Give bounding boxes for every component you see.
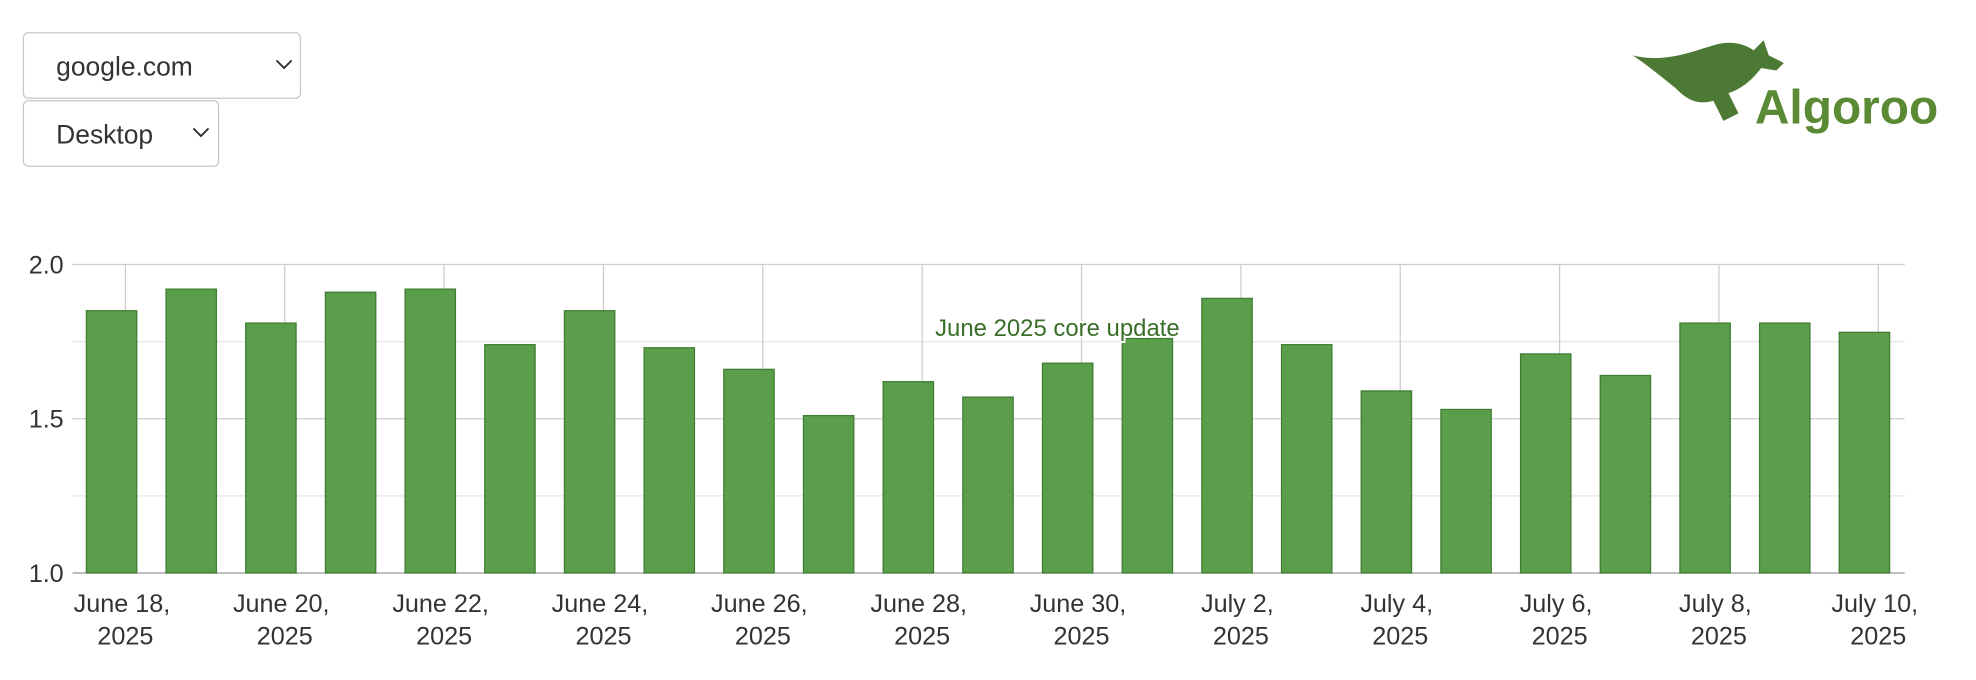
bar (1280, 344, 1333, 574)
bar (962, 396, 1014, 574)
kangaroo-icon (1632, 40, 1784, 121)
x-tick-label: July 2, 2025 (1201, 590, 1281, 651)
select-box[interactable] (22, 100, 220, 167)
bar (484, 344, 536, 574)
bar (882, 381, 935, 574)
bar (563, 310, 616, 574)
x-tick-label: July 6, 2025 (1520, 590, 1600, 651)
bar (1679, 322, 1731, 574)
bar (165, 288, 218, 574)
logo: Algoroo (1632, 40, 1938, 134)
y-tick-label: 1.0 (29, 560, 64, 588)
bar (643, 347, 696, 574)
bar (1121, 337, 1174, 574)
select-value[interactable]: Desktop (56, 120, 153, 150)
chevron (275, 59, 293, 70)
bar (245, 322, 297, 574)
bar (1360, 390, 1413, 574)
select-value[interactable]: google.com (56, 52, 193, 82)
x-tick-label: June 26, 2025 (711, 590, 815, 651)
bar (324, 291, 377, 574)
x-tick-label: June 28, 2025 (870, 590, 974, 651)
y-tick-label: 1.5 (29, 406, 64, 434)
bar (1838, 331, 1891, 574)
bar (802, 414, 855, 574)
annotation: June 2025 core update (935, 315, 1180, 342)
bar (404, 288, 457, 574)
bar (1201, 297, 1253, 574)
x-tick-label: July 10, 2025 (1831, 590, 1925, 651)
x-tick-label: June 22, 2025 (392, 590, 496, 651)
x-tick-label: June 20, 2025 (233, 590, 337, 651)
device-select[interactable]: Desktop (22, 100, 220, 167)
bar (1041, 362, 1094, 574)
bar (1599, 374, 1652, 574)
x-tick-label: July 4, 2025 (1360, 590, 1440, 651)
x-tick-label: June 18, 2025 (74, 590, 178, 651)
chart: 1.0 1.5 2.0 June 18, 2025 June 20, 2025 June … (29, 251, 1925, 650)
bar (723, 368, 775, 574)
bar (1758, 322, 1811, 574)
x-tick-label: June 30, 2025 (1030, 590, 1134, 651)
bar (85, 310, 138, 574)
bar (1519, 353, 1572, 574)
y-tick-label: 2.0 (29, 251, 64, 279)
site-select[interactable]: google.com (22, 32, 302, 99)
logo-text: Algoroo (1755, 81, 1938, 134)
x-tick-label: July 8, 2025 (1679, 590, 1759, 651)
x-tick-label: June 24, 2025 (552, 590, 656, 651)
bar (1440, 408, 1492, 574)
select-box[interactable] (22, 32, 302, 99)
chevron (192, 127, 210, 138)
